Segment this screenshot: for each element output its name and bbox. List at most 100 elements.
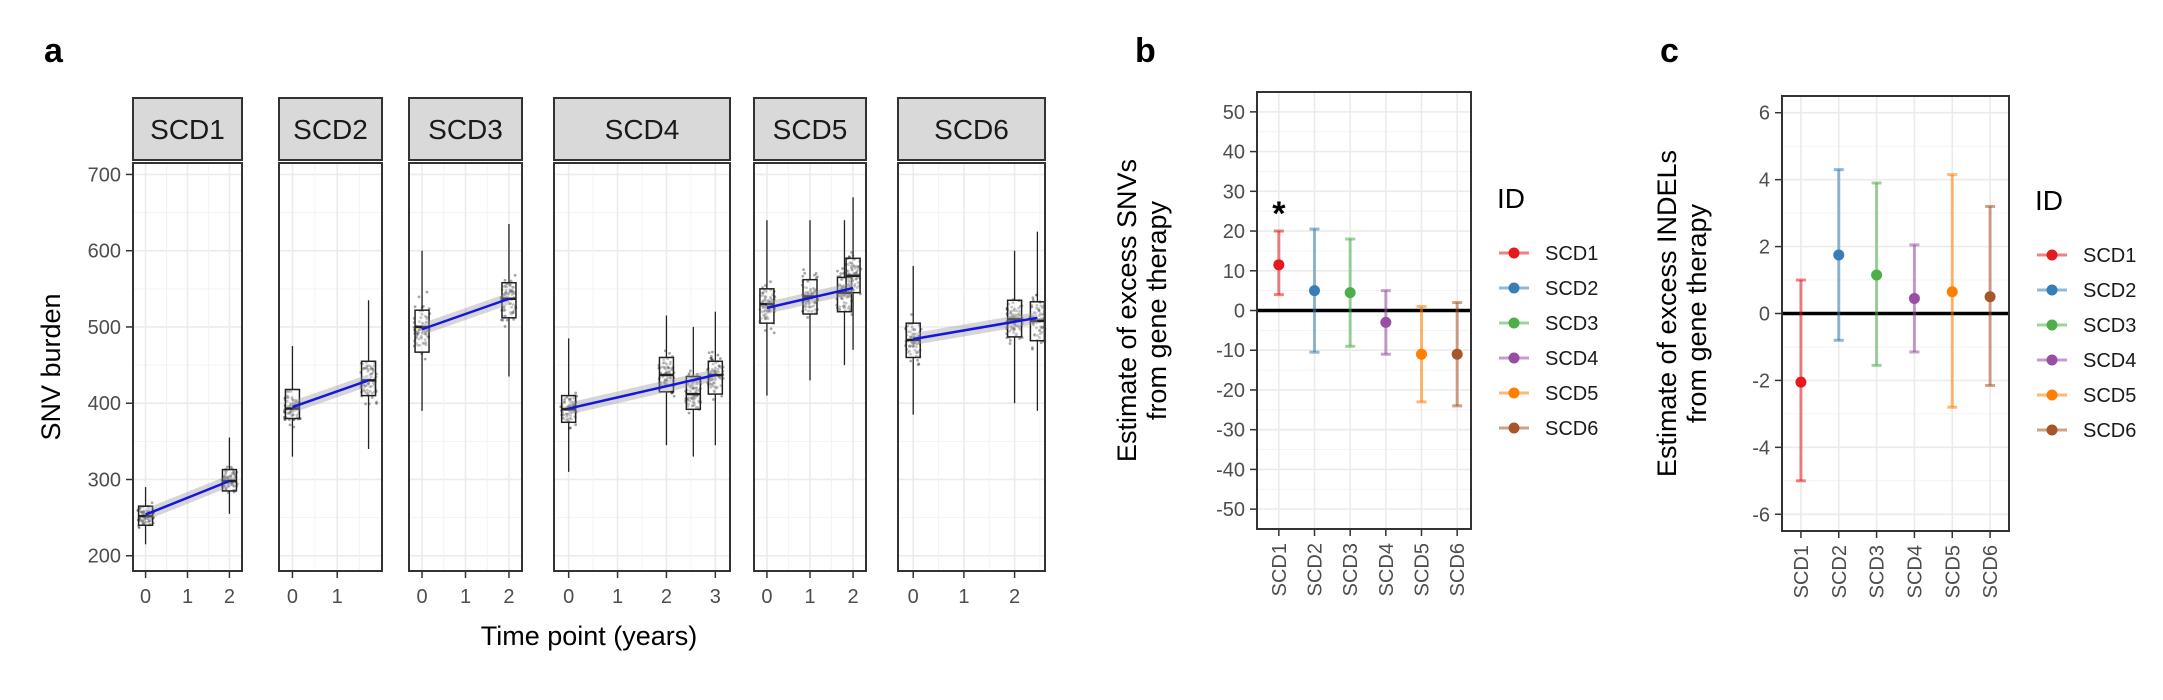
- y-tick-label: -30: [1216, 420, 1245, 442]
- data-point: [767, 309, 771, 313]
- legend-key-point: [1508, 317, 1520, 329]
- data-point: [714, 371, 718, 375]
- data-point: [1013, 323, 1017, 326]
- data-point: [811, 292, 815, 296]
- data-point: [717, 364, 721, 368]
- data-point: [370, 366, 374, 370]
- data-point: [856, 267, 860, 271]
- data-point: [286, 396, 290, 400]
- data-point: [846, 263, 850, 266]
- y-tick-label: -50: [1216, 499, 1245, 521]
- data-point: [570, 400, 574, 404]
- data-point: [809, 293, 813, 296]
- legend-key-point: [1508, 247, 1520, 259]
- x-tick-label: 1: [460, 586, 471, 608]
- data-point: [910, 325, 914, 329]
- y-tick-label: 2: [1759, 237, 1770, 259]
- y-axis-title-line: Estimate of excess SNVs: [1112, 159, 1142, 462]
- data-point: [850, 268, 854, 272]
- data-point: [719, 377, 723, 381]
- data-point: [712, 398, 715, 401]
- data-point: [1035, 326, 1038, 330]
- data-point: [140, 511, 144, 515]
- data-point: [1018, 337, 1022, 340]
- data-point: [375, 400, 378, 404]
- legend-label-scd6: SCD6: [1545, 418, 1598, 440]
- data-point: [1040, 306, 1044, 310]
- y-tick-label: 0: [1234, 301, 1245, 323]
- data-point: [503, 285, 507, 289]
- estimate-point-scd4: [1380, 316, 1392, 328]
- data-point: [569, 414, 573, 417]
- data-point: [1018, 313, 1021, 317]
- data-point: [147, 519, 151, 523]
- y-tick-label: -40: [1216, 459, 1245, 481]
- data-point: [512, 285, 515, 289]
- data-point: [1010, 315, 1014, 318]
- data-point: [847, 295, 851, 299]
- data-point: [713, 390, 716, 394]
- data-point: [761, 291, 765, 295]
- data-point: [290, 396, 294, 399]
- data-point: [290, 414, 294, 417]
- data-point: [504, 288, 508, 292]
- data-point: [508, 288, 512, 292]
- panel-a-y-tick-label: 600: [88, 241, 121, 263]
- data-point: [718, 357, 722, 360]
- data-point: [695, 382, 699, 385]
- data-point: [1013, 307, 1016, 311]
- data-point: [229, 465, 233, 469]
- data-point: [371, 368, 375, 372]
- data-point: [809, 287, 812, 291]
- data-point: [511, 311, 515, 315]
- data-point: [140, 510, 144, 514]
- data-point: [813, 273, 816, 277]
- data-point: [1011, 301, 1015, 305]
- data-point: [910, 313, 913, 316]
- x-tick-label: 1: [804, 586, 815, 608]
- data-point: [574, 391, 578, 395]
- data-point: [697, 399, 700, 403]
- trend-line: [292, 379, 369, 409]
- data-point: [709, 370, 713, 374]
- data-point: [909, 336, 913, 339]
- data-point: [840, 277, 844, 281]
- data-point: [811, 286, 815, 290]
- data-point: [1031, 346, 1034, 350]
- trend-line: [568, 373, 716, 410]
- data-point: [688, 389, 692, 393]
- data-point: [505, 291, 509, 295]
- data-point: [691, 395, 695, 399]
- data-point: [1037, 308, 1041, 312]
- data-point: [288, 404, 292, 408]
- data-point: [695, 373, 699, 376]
- data-point: [229, 474, 233, 477]
- data-point: [847, 305, 851, 308]
- data-point: [1032, 323, 1035, 327]
- data-point: [913, 332, 916, 336]
- facet-strip-label: SCD2: [293, 114, 368, 145]
- data-point: [568, 397, 571, 401]
- panel-a-y-tick-label: 500: [88, 317, 121, 339]
- data-point: [423, 357, 427, 361]
- facet-strip-label: SCD1: [150, 114, 225, 145]
- data-point: [808, 305, 812, 309]
- data-point: [714, 369, 718, 373]
- facet-panel-border: [553, 162, 731, 572]
- data-point: [1040, 330, 1044, 334]
- y-axis-title-line: from gene therapy: [1142, 200, 1172, 420]
- data-point: [289, 411, 293, 415]
- data-point: [423, 338, 427, 342]
- data-point: [696, 406, 700, 409]
- data-point: [1038, 328, 1041, 332]
- x-tick-label: SCD2: [1829, 545, 1851, 598]
- x-tick-label: SCD1: [1269, 543, 1291, 596]
- panel-b-label: b: [1135, 32, 1156, 70]
- data-point: [663, 380, 667, 384]
- data-point: [668, 376, 672, 379]
- data-point: [425, 334, 429, 338]
- y-axis-title-line: Estimate of excess INDELs: [1652, 150, 1682, 477]
- data-point: [563, 397, 567, 401]
- x-tick-label: SCD4: [1376, 543, 1398, 596]
- estimate-point-scd6: [1984, 291, 1996, 303]
